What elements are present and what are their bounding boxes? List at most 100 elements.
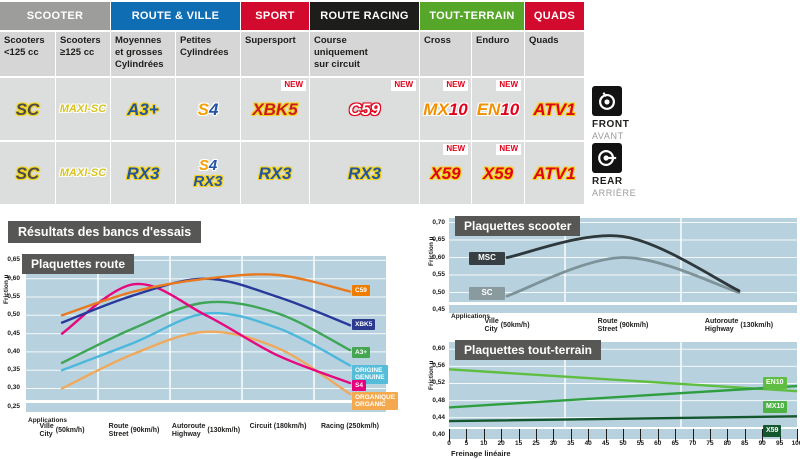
rear-products-row: SC MAXI-SC RX3 S4 RX3 RX3 RX3 NEW X59 NEW X59 ATV1 [0,142,584,204]
subcategory-cell: Course uniquement sur circuit [310,32,419,76]
application-label: Racing (250km/h) [314,423,386,431]
subcategory-cell: Enduro [472,32,524,76]
x-tick-mark [501,429,503,442]
series-line-SC [505,256,741,298]
badge-part: MX [423,99,449,119]
series-line-ORGANIQUE [60,330,352,396]
x-tick-mark [466,429,468,442]
new-badge: NEW [281,80,306,91]
series-line-MSC [505,234,741,293]
front-products-row: SC MAXI-SC A3+ S4 NEW XBK5 NEW C59 NEW MX10 NEW EN1… [0,78,584,140]
application-label: Autoroute Highway (130km/h) [681,318,797,333]
series-label-ORGANIQUE: ORGANIQUE ORGANIC [352,391,399,411]
product-badge: C59 [348,99,381,119]
product-badge: SC [15,99,40,119]
badge-part: 10 [448,99,468,119]
x-axis-label: Applications [451,313,491,320]
product-cell: SC [0,78,55,140]
x-tick-mark [483,429,485,442]
y-tick-label: 0,50 [432,288,445,296]
x-tick-label: 85 [741,440,749,447]
product-cell: MAXI-SC [56,142,110,204]
x-tick-mark [449,429,450,442]
series-label-S4: S4 [352,379,366,391]
series-label-MX10: MX10 [763,401,788,414]
product-cell: ATV1 [525,78,584,140]
y-tick-label: 0,55 [7,292,20,300]
application-name: Racing [320,423,345,430]
series-line-MX10 [447,384,799,409]
application-label: Circuit (180km/h) [242,423,314,431]
x-tick-label: 70 [688,440,697,447]
application-name: Ville City [39,423,54,438]
new-badge: NEW [443,80,468,91]
series-line-S4 [60,282,352,385]
y-tick-label: 0,48 [432,396,445,404]
x-tick-mark [605,429,607,442]
application-label: Route Street (90km/h) [565,318,681,333]
product-cell: RX3 [241,142,309,204]
y-tick-label: 0,50 [7,311,20,319]
category-header-row: SCOOTER ROUTE & VILLE SPORT ROUTE RACING TOU… [0,2,584,30]
new-badge: NEW [391,80,416,91]
x-tick-label: 75 [706,440,714,447]
subcategory-cell: Supersport [241,32,309,76]
plot-area [26,256,386,400]
x-tick-label: 80 [723,440,731,447]
application-name: Circuit [249,423,272,430]
series-line-X59 [447,415,799,423]
x-tick-label: 65 [671,440,679,447]
x-axis-label: Applications [28,417,68,424]
product-cell: S4 [176,78,240,140]
y-tick-label: 0,35 [7,366,20,374]
y-tick-label: 0,70 [432,218,445,226]
series-label-XBK5: XBK5 [352,319,376,331]
front-label: FRONT [592,119,630,130]
series-label-C59: C59 [352,284,370,297]
new-badge: NEW [443,144,468,155]
chart-title: Plaquettes tout-terrain [455,340,602,360]
y-tick-label: 0,30 [7,384,20,392]
new-badge: NEW [496,80,521,91]
chart-title: Plaquettes scooter [455,216,581,236]
series-line-ORIGINE [60,311,352,372]
badge-part: S [198,156,209,174]
series-label-EN10: EN10 [763,377,787,390]
product-badge: ATV1 [533,99,576,119]
y-tick-label: 0,40 [7,347,20,355]
product-cell: NEW C59 [310,78,419,140]
application-speed: (130km/h) [207,426,241,434]
x-tick-mark [553,429,555,442]
series-label-ORIGINE: ORIGINE GENUINE [352,365,388,384]
y-tick-label: 0,45 [432,306,445,314]
y-tick-label: 0,40 [432,430,445,438]
product-badge: ATV1 [533,163,576,183]
new-badge: NEW [496,144,521,155]
product-badge: MX10 [423,101,467,118]
application-name: Route Street [597,318,618,333]
x-tick-label: 5 [464,440,469,447]
series-label-SC: SC [469,286,505,300]
x-tick-label: 60 [654,440,662,447]
product-badge: RX3 [126,163,160,183]
application-name: Autoroute Highway [171,423,206,438]
y-tick-label: 0,65 [7,256,20,264]
product-cell: RX3 [310,142,419,204]
x-tick-mark [744,429,746,442]
axis-strip [26,403,386,412]
product-badge: MAXI-SC [59,102,107,115]
x-tick-label: 0 [447,440,451,447]
x-tick-mark [675,429,677,442]
subcategory-cell: Cross [420,32,471,76]
product-badge: RX3 [193,172,223,190]
product-cell: S4 RX3 [176,142,240,204]
subcategory-cell: Scooters <125 cc [0,32,55,76]
y-tick-label: 0,52 [432,379,445,387]
chart-plaquettes-route: Plaquettes route Friction µ 0,65 0,60 0,55 0,… [0,252,399,459]
subcategory-cell: Quads [525,32,584,76]
product-cell: NEW X59 [420,142,471,204]
application-speed: (130km/h) [740,321,774,329]
front-axle-legend: FRONT AVANT [592,86,656,141]
x-tick-label: 35 [567,440,575,447]
